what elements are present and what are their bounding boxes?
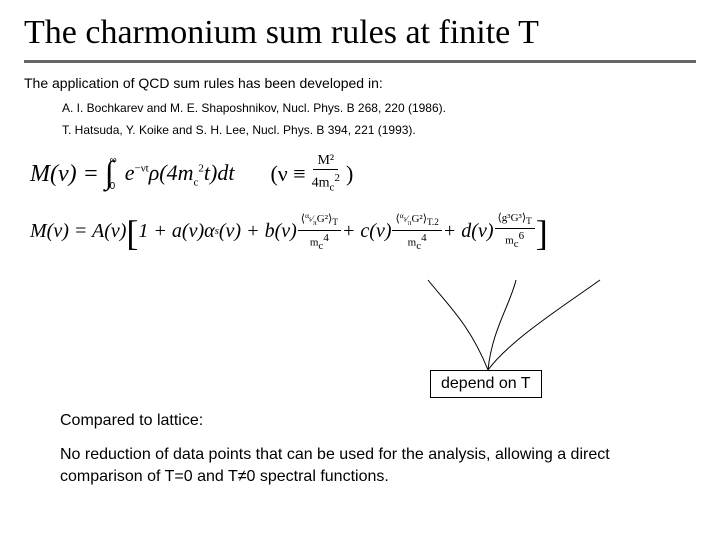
int-lower: 0: [110, 182, 117, 192]
equations: M(ν) = ∫ ∞ 0 e−νtρ(4mc2t)dt (ν ≡ M² 4mc2…: [30, 153, 696, 253]
close-bracket: ]: [536, 223, 548, 243]
term-3: ⟨g³G³⟩T mc6: [495, 211, 535, 251]
open-bracket: [: [126, 223, 138, 243]
term-2: ⟨αs⁄πG²⟩T.2 mc4: [392, 209, 441, 253]
eq1-integrand: e−νtρ(4mc2t)dt: [125, 160, 235, 188]
references: A. I. Bochkarev and M. E. Shaposhnikov, …: [62, 101, 696, 137]
nu-num: M²: [313, 153, 338, 170]
equation-2: M(ν) = A(ν) [ 1 + a(ν)αs(ν) + b(ν) ⟨αs⁄π…: [30, 209, 696, 253]
followup-text: No reduction of data points that can be …: [60, 444, 660, 488]
nu-definition: (ν ≡ M² 4mc2 ): [270, 153, 353, 195]
slide-title: The charmonium sum rules at finite T: [24, 14, 696, 63]
intro-text: The application of QCD sum rules has bee…: [24, 75, 696, 91]
int-upper: ∞: [110, 156, 117, 166]
equation-1: M(ν) = ∫ ∞ 0 e−νtρ(4mc2t)dt (ν ≡ M² 4mc2…: [30, 153, 696, 195]
integral: ∫ ∞ 0: [105, 156, 119, 193]
reference-2: T. Hatsuda, Y. Koike and S. H. Lee, Nucl…: [62, 123, 696, 137]
compared-label: Compared to lattice:: [60, 412, 203, 430]
nu-den: 4mc2: [308, 170, 344, 195]
eq2-lhs: M(ν) = A(ν): [30, 220, 126, 243]
reference-1: A. I. Bochkarev and M. E. Shaposhnikov, …: [62, 101, 696, 115]
term-1: ⟨αs⁄πG²⟩T mc4: [298, 209, 341, 253]
eq1-lhs: M(ν) =: [30, 161, 99, 188]
depend-on-t-box: depend on T: [430, 370, 542, 398]
